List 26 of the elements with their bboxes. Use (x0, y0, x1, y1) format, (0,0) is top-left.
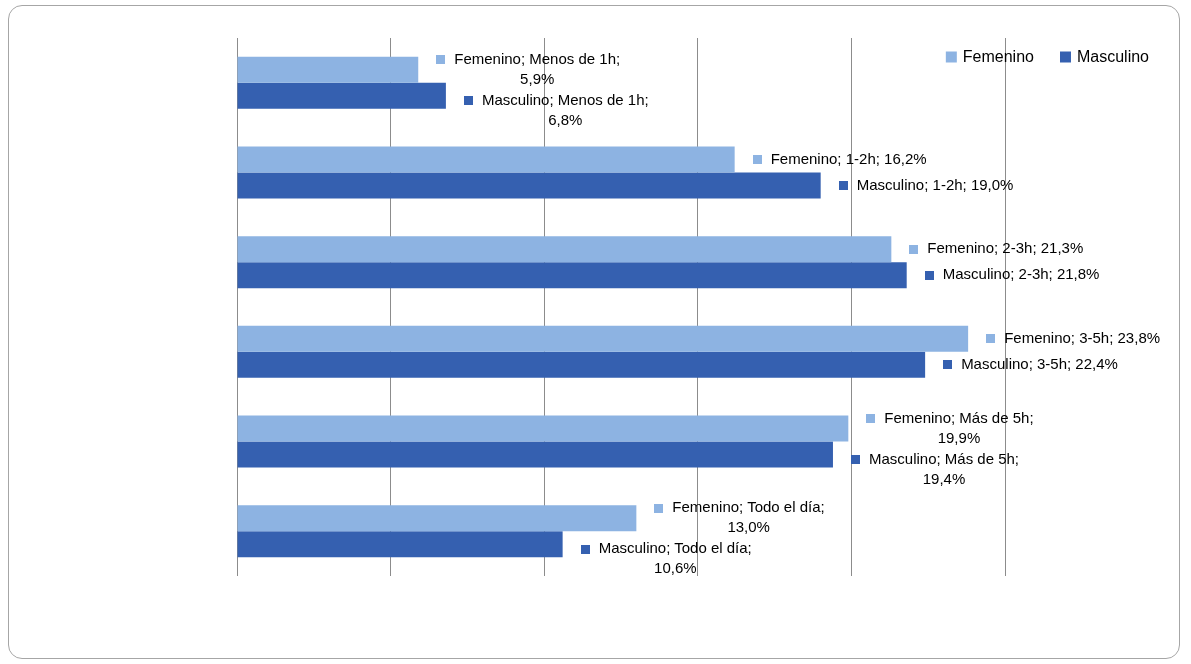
data-label: Masculino; 3-5h; 22,4% (961, 354, 1118, 372)
data-label: Masculino; Todo el día; 10,6% (598, 539, 752, 577)
data-label: Masculino; 1-2h; 19,0% (856, 175, 1014, 193)
data-label: Masculino; 2-3h; 21,8% (942, 265, 1100, 283)
bar (237, 351, 926, 378)
bar (237, 172, 821, 199)
data-label: Femenino; 3-5h; 23,8% (1004, 328, 1161, 346)
bar (237, 415, 849, 442)
data-label: Femenino; 1-2h; 16,2% (770, 149, 927, 167)
bar (237, 56, 419, 83)
bar (237, 262, 907, 289)
data-label: Femenino; Más de 5h; 19,9% (884, 408, 1034, 446)
data-label: Masculino; Más de 5h; 19,4% (868, 449, 1020, 487)
bar (237, 325, 969, 352)
data-label: Femenino; Menos de 1h; 5,9% (454, 49, 621, 87)
bar (237, 82, 446, 109)
bar (237, 236, 892, 263)
legend-label: Masculino (1076, 48, 1150, 66)
legend-label: Femenino (962, 48, 1035, 66)
data-label: Femenino; 2-3h; 21,3% (927, 239, 1084, 257)
bar (237, 441, 833, 468)
data-label: Masculino; Menos de 1h; 6,8% (481, 90, 649, 128)
bar (237, 531, 563, 558)
bar (237, 505, 637, 532)
bar (237, 146, 735, 173)
data-label: Femenino; Todo el día; 13,0% (672, 498, 825, 536)
